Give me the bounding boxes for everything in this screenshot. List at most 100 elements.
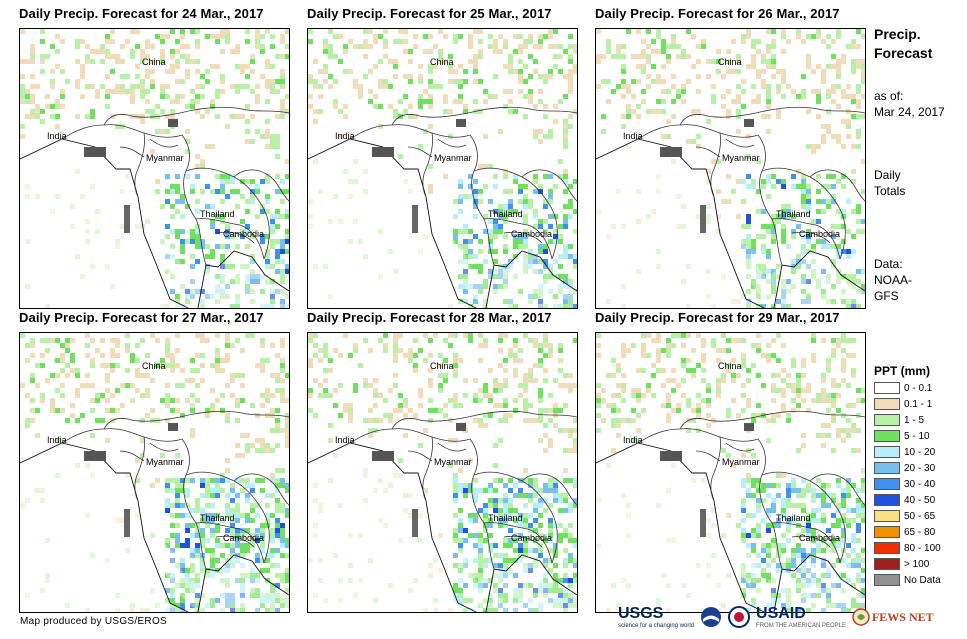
india-label: India	[335, 131, 355, 141]
asof-block: as of: Mar 24, 2017	[874, 88, 945, 120]
country-borders	[349, 410, 577, 570]
cambodia-label: Cambodia	[799, 533, 841, 543]
china-label: China	[430, 57, 454, 67]
sidebar-title-line2: Forecast	[874, 45, 933, 61]
panel-title: Daily Precip. Forecast for 26 Mar., 2017	[595, 6, 840, 21]
precip-map-svg	[20, 29, 289, 308]
agency-logos: USGS science for a changing world USAID …	[618, 605, 934, 629]
myanmar-label: Myanmar	[722, 457, 760, 467]
precip-cells	[596, 333, 865, 612]
map-credit: Map produced by USGS/EROS	[20, 616, 168, 627]
asof-label: as of:	[874, 89, 904, 103]
forecast-map: China India Myanmar Thailand Cambodia	[595, 332, 866, 613]
legend-swatch	[874, 574, 900, 586]
india-label: India	[47, 131, 67, 141]
cambodia-label: Cambodia	[223, 533, 265, 543]
panel-title: Daily Precip. Forecast for 25 Mar., 2017	[307, 6, 552, 21]
legend-label: 30 - 40	[904, 478, 936, 490]
totals-line2: Totals	[874, 184, 906, 198]
legend-item: 10 - 20	[874, 444, 941, 460]
legend-swatch	[874, 494, 900, 506]
legend-swatch	[874, 414, 900, 426]
cambodia-label: Cambodia	[799, 229, 841, 239]
precip-map-svg	[308, 333, 577, 612]
legend-label: 5 - 10	[904, 430, 930, 442]
thailand-label: Thailand	[488, 209, 523, 219]
legend-swatch	[874, 446, 900, 458]
india-label: India	[47, 435, 67, 445]
precip-map-svg	[596, 333, 865, 612]
asof-date: Mar 24, 2017	[874, 105, 945, 119]
totals-line1: Daily	[874, 168, 901, 182]
legend-item: 5 - 10	[874, 428, 941, 444]
legend-label: 20 - 30	[904, 462, 936, 474]
data-source-block: Data: NOAA- GFS	[874, 256, 912, 304]
cambodia-label: Cambodia	[223, 229, 265, 239]
china-label: China	[142, 361, 166, 371]
legend-item: 65 - 80	[874, 524, 941, 540]
myanmar-label: Myanmar	[434, 457, 472, 467]
panel-title: Daily Precip. Forecast for 29 Mar., 2017	[595, 310, 840, 325]
panel-title: Daily Precip. Forecast for 24 Mar., 2017	[19, 6, 264, 21]
legend-label: 40 - 50	[904, 494, 936, 506]
usaid-seal-icon	[728, 606, 751, 628]
legend-label: 80 - 100	[904, 542, 941, 554]
country-borders	[637, 106, 865, 266]
legend-item: 50 - 65	[874, 508, 941, 524]
legend-swatch	[874, 430, 900, 442]
legend-label: 0 - 0.1	[904, 382, 933, 394]
legend-rows: 0 - 0.1 0.1 - 1 1 - 5 5 - 10 10 - 20 20 - 30 3…	[874, 380, 941, 588]
legend-swatch	[874, 542, 900, 554]
forecast-map: China India Myanmar Thailand Cambodia	[595, 28, 866, 309]
legend-item: 0.1 - 1	[874, 396, 941, 412]
data-line2: NOAA-	[874, 273, 913, 287]
india-label: India	[335, 435, 355, 445]
cambodia-label: Cambodia	[511, 229, 553, 239]
precip-cells	[20, 333, 289, 612]
thailand-label: Thailand	[488, 513, 523, 523]
china-label: China	[142, 57, 166, 67]
country-borders	[349, 106, 577, 266]
data-line3: GFS	[874, 289, 899, 303]
legend-swatch	[874, 526, 900, 538]
myanmar-label: Myanmar	[146, 153, 184, 163]
precip-legend: PPT (mm) 0 - 0.1 0.1 - 1 1 - 5 5 - 10 10 - 2…	[874, 364, 941, 588]
legend-swatch	[874, 478, 900, 490]
india-label: India	[623, 435, 643, 445]
fewsnet-globe-icon	[852, 608, 870, 626]
china-label: China	[718, 361, 742, 371]
legend-swatch	[874, 398, 900, 410]
country-borders	[61, 106, 289, 266]
forecast-map: China India Myanmar Thailand Cambodia	[19, 332, 290, 613]
china-label: China	[430, 361, 454, 371]
precip-map-svg	[20, 333, 289, 612]
country-borders	[61, 410, 289, 570]
myanmar-label: Myanmar	[434, 153, 472, 163]
legend-swatch	[874, 462, 900, 474]
thailand-label: Thailand	[776, 513, 811, 523]
precip-map-svg	[308, 29, 577, 308]
fewsnet-logo: FEWS NET	[852, 608, 934, 626]
forecast-map: China India Myanmar Thailand Cambodia	[19, 28, 290, 309]
totals-block: Daily Totals	[874, 167, 905, 199]
legend-label: 0.1 - 1	[904, 398, 933, 410]
legend-item: > 100	[874, 556, 941, 572]
panel-title: Daily Precip. Forecast for 27 Mar., 2017	[19, 310, 264, 325]
forecast-map: China India Myanmar Thailand Cambodia	[307, 28, 578, 309]
precip-cells	[596, 29, 865, 308]
precip-map-svg	[596, 29, 865, 308]
usaid-logo: USAID FROM THE AMERICAN PEOPLE	[756, 605, 846, 629]
legend-label: 65 - 80	[904, 526, 936, 538]
myanmar-label: Myanmar	[722, 153, 760, 163]
legend-item: 30 - 40	[874, 476, 941, 492]
myanmar-label: Myanmar	[146, 457, 184, 467]
precip-cells	[308, 333, 577, 612]
legend-item: 1 - 5	[874, 412, 941, 428]
country-borders	[637, 410, 865, 570]
thailand-label: Thailand	[200, 209, 235, 219]
data-line1: Data:	[874, 257, 903, 271]
legend-swatch	[874, 510, 900, 522]
cambodia-label: Cambodia	[511, 533, 553, 543]
legend-label: > 100	[904, 558, 930, 570]
sidebar-title: Precip. Forecast	[874, 25, 932, 63]
